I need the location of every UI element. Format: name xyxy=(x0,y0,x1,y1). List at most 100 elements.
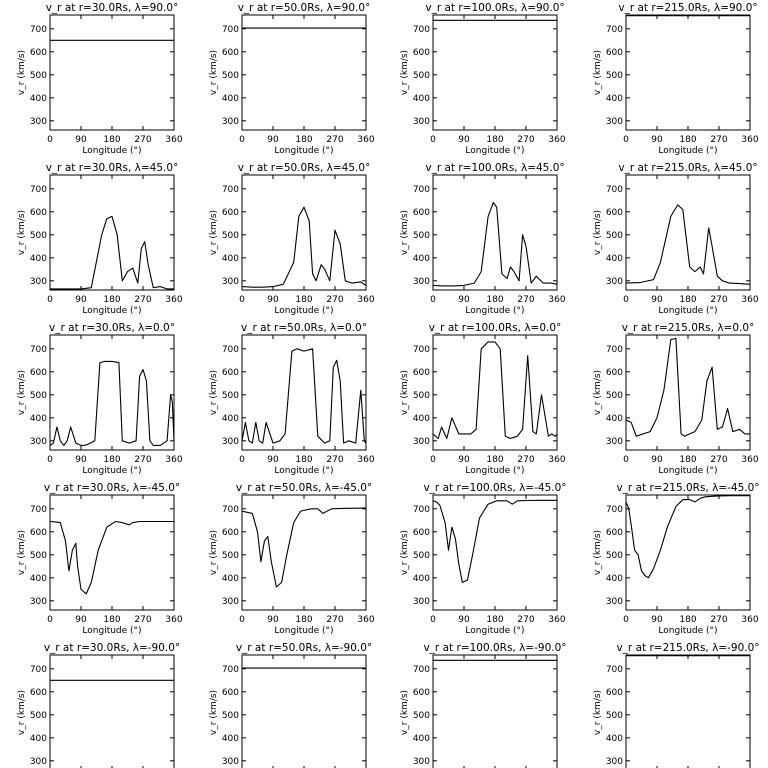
series-line xyxy=(625,337,750,437)
x-tick-label: 90 xyxy=(75,135,87,145)
x-tick-label: 360 xyxy=(357,615,374,625)
x-tick-label: 0 xyxy=(47,455,53,465)
y-axis-label: v_r (km/s) xyxy=(400,210,410,255)
y-axis-label: v_r (km/s) xyxy=(593,370,603,415)
x-tick-label: 270 xyxy=(326,135,343,145)
y-tick-label: 400 xyxy=(606,254,623,264)
x-tick-label: 180 xyxy=(679,135,696,145)
x-tick-label: 180 xyxy=(486,455,503,465)
plot-frame xyxy=(432,494,558,611)
y-tick-label: 300 xyxy=(30,117,47,127)
panel-title: v_r at r=215.0Rs, λ=90.0° xyxy=(618,2,757,14)
panel-1: v_r at r=30.0Rs, λ=90.0° 0 90 180 270 360 300 4… xyxy=(17,2,183,156)
panel-title: v_r at r=100.0Rs, λ=45.0° xyxy=(425,162,564,174)
y-tick-label: 300 xyxy=(606,437,623,447)
y-tick-label: 700 xyxy=(413,665,430,675)
x-tick-label: 0 xyxy=(623,295,629,305)
plot-frame xyxy=(49,654,175,768)
x-axis-label: Longitude (°) xyxy=(465,146,524,156)
y-tick-label: 600 xyxy=(606,368,623,378)
x-axis-label: Longitude (°) xyxy=(465,626,524,636)
plot-frame xyxy=(432,174,558,291)
x-tick-label: 180 xyxy=(679,295,696,305)
y-tick-label: 500 xyxy=(222,391,239,401)
y-tick-label: 700 xyxy=(222,505,239,515)
y-axis-label: v_r (km/s) xyxy=(17,370,27,415)
plot-frame xyxy=(625,334,751,451)
x-tick-label: 90 xyxy=(651,615,663,625)
y-axis-label: v_r (km/s) xyxy=(17,530,27,575)
x-tick-label: 0 xyxy=(430,135,436,145)
x-tick-label: 270 xyxy=(326,615,343,625)
x-tick-label: 270 xyxy=(517,455,534,465)
x-tick-label: 180 xyxy=(486,615,503,625)
y-tick-label: 700 xyxy=(606,345,623,355)
x-tick-label: 360 xyxy=(548,615,565,625)
panel-title: v_r at r=30.0Rs, λ=90.0° xyxy=(46,2,179,14)
y-tick-label: 300 xyxy=(222,597,239,607)
x-axis-label: Longitude (°) xyxy=(274,466,333,476)
plot-frame xyxy=(625,494,751,611)
x-tick-label: 0 xyxy=(239,295,245,305)
x-tick-label: 0 xyxy=(430,295,436,305)
x-tick-label: 360 xyxy=(357,455,374,465)
x-tick-label: 180 xyxy=(103,135,120,145)
series-line xyxy=(625,204,751,285)
plot-frame xyxy=(241,334,367,451)
x-tick-label: 360 xyxy=(548,135,565,145)
y-axis-label: v_r (km/s) xyxy=(593,210,603,255)
y-tick-label: 400 xyxy=(30,734,47,744)
y-tick-label: 600 xyxy=(413,208,430,218)
series-line xyxy=(49,520,174,595)
y-tick-label: 500 xyxy=(606,391,623,401)
y-tick-label: 700 xyxy=(222,665,239,675)
panel-14: v_r at r=50.0Rs, λ=-45.0° 0 90 180 270 360 300… xyxy=(209,482,375,636)
y-tick-label: 400 xyxy=(30,254,47,264)
y-axis-label: v_r (km/s) xyxy=(400,530,410,575)
y-tick-label: 700 xyxy=(413,185,430,195)
plot-frame xyxy=(49,334,175,451)
y-tick-label: 600 xyxy=(30,368,47,378)
y-tick-label: 400 xyxy=(30,94,47,104)
panel-12: v_r at r=215.0Rs, λ=0.0° 0 90 180 270 360 300 4… xyxy=(593,322,759,476)
x-tick-label: 360 xyxy=(165,455,182,465)
y-tick-label: 300 xyxy=(413,437,430,447)
panel-title: v_r at r=50.0Rs, λ=0.0° xyxy=(241,322,367,334)
y-tick-label: 700 xyxy=(222,25,239,35)
y-axis-label: v_r (km/s) xyxy=(593,50,603,95)
x-tick-label: 270 xyxy=(710,295,727,305)
x-tick-label: 360 xyxy=(165,135,182,145)
y-tick-label: 600 xyxy=(606,48,623,58)
panel-title: v_r at r=50.0Rs, λ=45.0° xyxy=(238,162,371,174)
y-tick-label: 400 xyxy=(222,414,239,424)
x-tick-label: 270 xyxy=(134,615,151,625)
x-tick-label: 0 xyxy=(430,455,436,465)
x-axis-label: Longitude (°) xyxy=(658,306,717,316)
plot-frame xyxy=(49,174,175,291)
y-tick-label: 700 xyxy=(222,185,239,195)
x-axis-label: Longitude (°) xyxy=(274,626,333,636)
x-tick-label: 0 xyxy=(623,455,629,465)
series-line xyxy=(432,499,557,583)
x-tick-label: 180 xyxy=(679,615,696,625)
panel-6: v_r at r=50.0Rs, λ=45.0° 0 90 180 270 360 300 4… xyxy=(209,162,375,316)
y-tick-label: 700 xyxy=(222,345,239,355)
y-axis-label: v_r (km/s) xyxy=(17,690,27,735)
y-tick-label: 300 xyxy=(222,117,239,127)
series-line xyxy=(241,348,367,444)
x-tick-label: 270 xyxy=(517,295,534,305)
plot-frame xyxy=(432,334,558,451)
plot-frame xyxy=(241,654,367,768)
panel-title: v_r at r=30.0Rs, λ=-45.0° xyxy=(44,482,180,494)
x-tick-label: 90 xyxy=(75,615,87,625)
x-tick-label: 180 xyxy=(103,455,120,465)
x-tick-label: 360 xyxy=(548,295,565,305)
x-tick-label: 180 xyxy=(486,295,503,305)
y-tick-label: 700 xyxy=(30,25,47,35)
y-tick-label: 700 xyxy=(30,345,47,355)
y-tick-label: 500 xyxy=(606,711,623,721)
y-tick-label: 500 xyxy=(606,71,623,81)
x-tick-label: 270 xyxy=(134,295,151,305)
y-axis-label: v_r (km/s) xyxy=(593,530,603,575)
y-tick-label: 500 xyxy=(413,231,430,241)
